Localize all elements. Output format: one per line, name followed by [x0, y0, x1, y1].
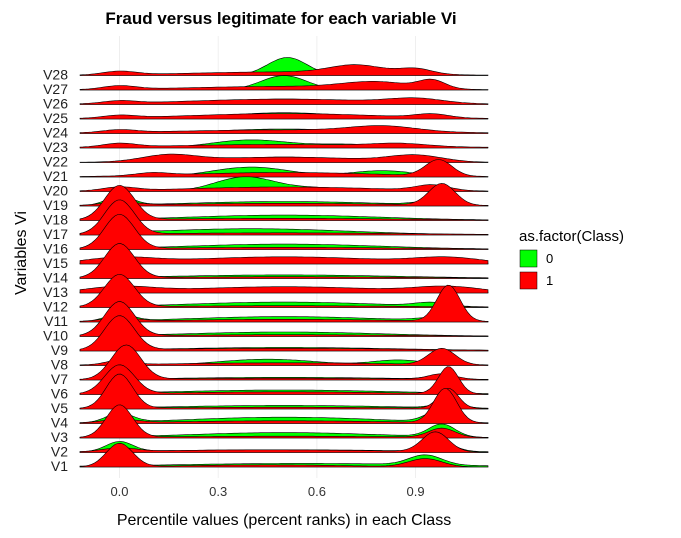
ridge-v3-class-1 [79, 404, 489, 439]
y-tick-v10: V10 [43, 328, 68, 344]
y-tick-v27: V27 [43, 81, 68, 97]
legend-title: as.factor(Class) [519, 228, 624, 245]
ridge-v25-class-1 [79, 113, 489, 120]
ridge-v22-class-1 [79, 153, 489, 163]
x-axis-title: Percentile values (percent ranks) in eac… [117, 512, 451, 529]
x-tick-3: 0.9 [407, 484, 425, 499]
ridge-v26-class-1 [79, 97, 489, 105]
ridge-v15-class-1 [79, 256, 489, 265]
ridge-v28-class-1 [79, 64, 489, 76]
y-tick-v1: V1 [51, 458, 68, 474]
y-tick-v26: V26 [43, 96, 68, 112]
y-tick-labels: V1V2V3V4V5V6V7V8V9V10V11V12V13V14V15V16V… [43, 67, 68, 475]
y-tick-v18: V18 [43, 212, 68, 228]
ridge-v24-class-1 [79, 125, 489, 134]
y-tick-v4: V4 [51, 415, 68, 431]
y-tick-v5: V5 [51, 400, 68, 416]
y-tick-v21: V21 [43, 168, 68, 184]
legend: as.factor(Class) 0 1 [519, 228, 624, 290]
y-tick-v23: V23 [43, 139, 68, 155]
y-tick-v6: V6 [51, 386, 68, 402]
y-axis-title: Variables Vi [13, 211, 30, 295]
chart-title: Fraud versus legitimate for each variabl… [105, 9, 456, 28]
ridge-v20-class-1 [79, 184, 489, 192]
y-tick-v9: V9 [51, 342, 68, 358]
y-tick-v20: V20 [43, 183, 68, 199]
y-tick-v25: V25 [43, 110, 68, 126]
legend-swatch-0 [519, 249, 538, 268]
y-tick-v17: V17 [43, 226, 68, 242]
legend-swatch-1 [519, 271, 538, 290]
y-tick-v12: V12 [43, 299, 68, 315]
ridge-v23-class-1 [79, 142, 489, 149]
ridge-v27-class-1 [79, 78, 489, 91]
y-tick-v3: V3 [51, 429, 68, 445]
y-tick-v24: V24 [43, 125, 68, 141]
x-tick-0: 0.0 [110, 484, 128, 499]
y-tick-v8: V8 [51, 357, 68, 373]
y-tick-v14: V14 [43, 270, 68, 286]
ridge-v13-class-1 [79, 285, 489, 294]
ridge-v1-class-1 [79, 442, 489, 468]
y-tick-v16: V16 [43, 241, 68, 257]
x-tick-1: 0.3 [209, 484, 227, 499]
y-tick-v15: V15 [43, 255, 68, 271]
y-tick-v11: V11 [44, 313, 68, 329]
x-tick-labels: 0.0 0.3 0.6 0.9 [110, 484, 424, 499]
ridges [79, 57, 489, 468]
ridge-v21-class-1 [79, 159, 489, 178]
y-tick-v13: V13 [43, 284, 68, 300]
y-tick-v7: V7 [51, 371, 68, 387]
x-tick-2: 0.6 [308, 484, 326, 499]
y-tick-v2: V2 [51, 444, 68, 460]
legend-label-0: 0 [546, 251, 553, 266]
y-tick-v28: V28 [43, 67, 68, 83]
y-tick-v19: V19 [43, 197, 68, 213]
legend-label-1: 1 [546, 273, 553, 288]
y-tick-v22: V22 [43, 154, 68, 170]
